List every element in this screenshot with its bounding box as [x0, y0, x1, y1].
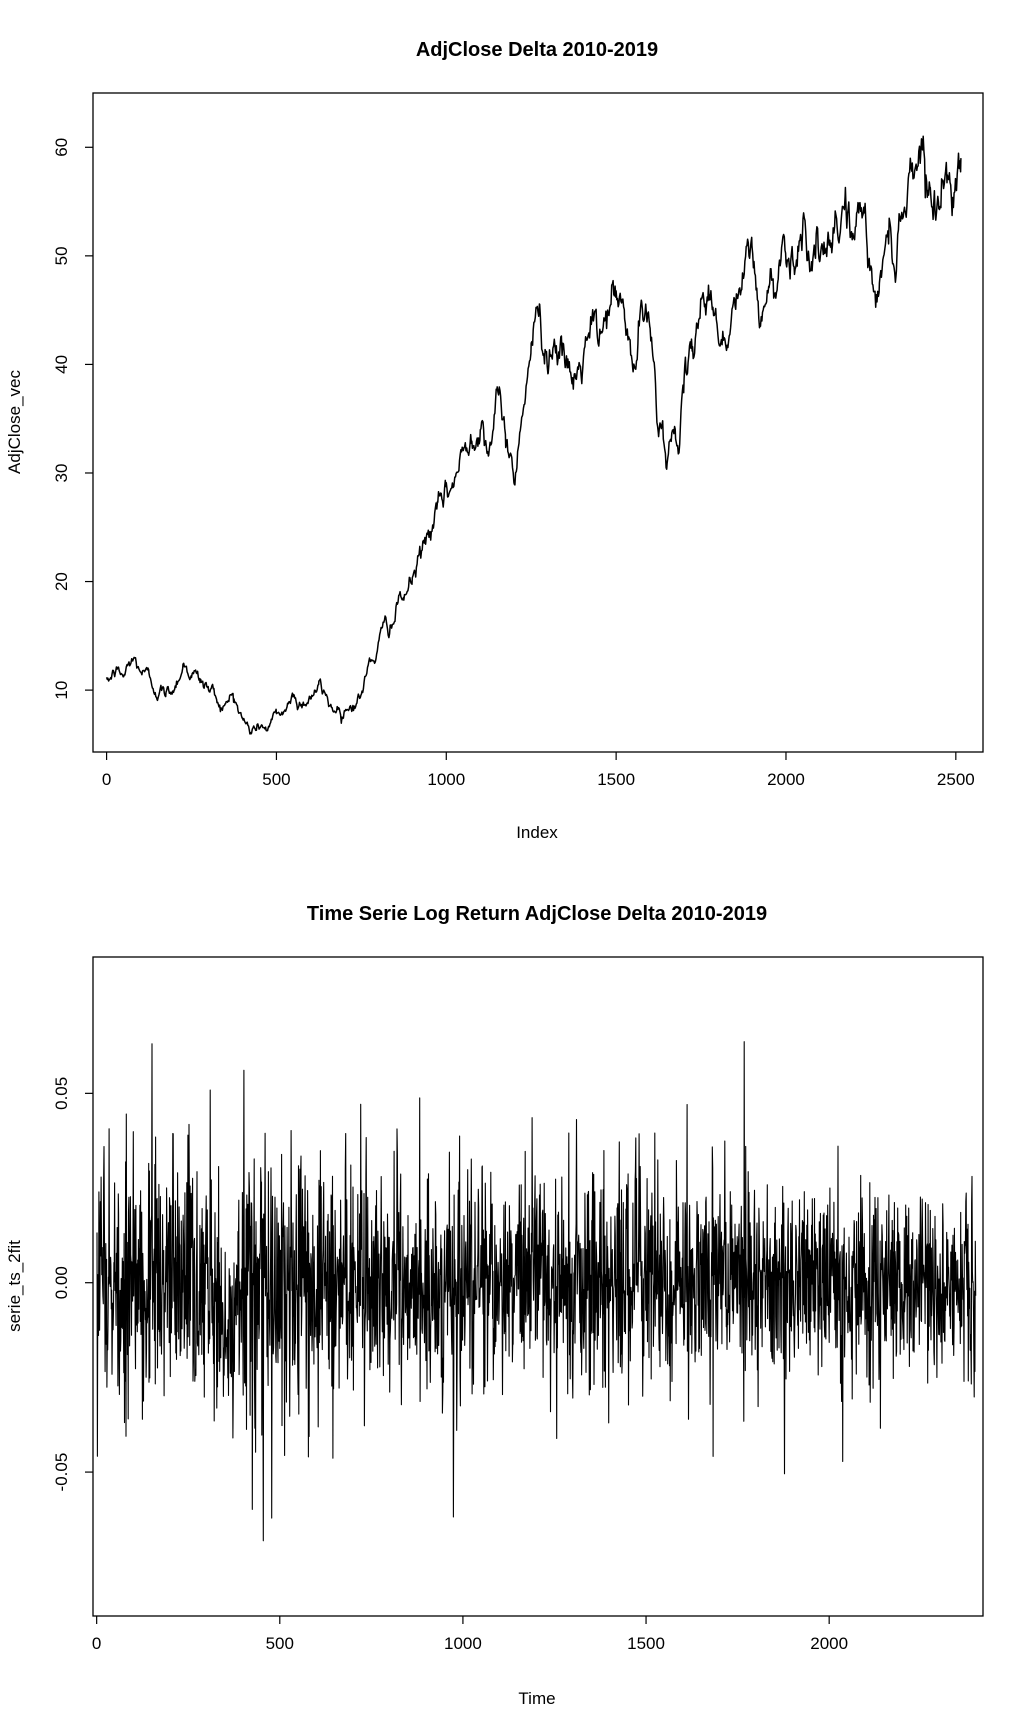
x-tick-label: 1500: [627, 1634, 665, 1653]
x-tick-label: 2000: [767, 770, 805, 789]
y-tick-label: 40: [52, 355, 71, 374]
y-tick-label: 20: [52, 572, 71, 591]
y-tick-label: 30: [52, 464, 71, 483]
y-tick-label: 50: [52, 246, 71, 265]
x-tick-label: 1000: [427, 770, 465, 789]
plot-frame: [92, 956, 984, 1617]
y-axis: 10 20 30 40 50 60: [52, 138, 93, 700]
series-line: [96, 1041, 977, 1542]
x-tick-label: 500: [262, 770, 290, 789]
chart-title: Time Serie Log Return AdjClose Delta 201…: [307, 903, 767, 925]
x-tick-label: 500: [266, 1634, 294, 1653]
plot-frame: [92, 92, 984, 753]
y-axis-label: AdjClose_vec: [5, 370, 24, 474]
chart-log-return-svg: Time Serie Log Return AdjClose Delta 201…: [5, 903, 984, 1708]
x-tick-label: 2000: [810, 1634, 848, 1653]
x-axis: 0 500 1000 1500 2000 2500: [102, 752, 975, 789]
y-tick-label: 0.05: [52, 1077, 71, 1110]
series-line: [105, 135, 962, 735]
chart-adjclose-svg: AdjClose Delta 2010-2019 0 500 1000 1500 200…: [5, 39, 984, 842]
x-tick-label: 0: [102, 770, 111, 789]
x-tick-label: 1500: [597, 770, 635, 789]
x-axis-label: Time: [518, 1689, 555, 1708]
y-axis: -0.05 0.00 0.05: [52, 1077, 93, 1492]
y-axis-label: serie_ts_2fit: [5, 1240, 24, 1332]
x-tick-label: 0: [92, 1634, 101, 1653]
y-tick-label: 0.00: [52, 1266, 71, 1299]
x-axis: 0 500 1000 1500 2000: [92, 1616, 848, 1653]
chart-log-return: Time Serie Log Return AdjClose Delta 201…: [0, 864, 1028, 1728]
x-tick-label: 1000: [444, 1634, 482, 1653]
y-tick-label: 10: [52, 681, 71, 700]
chart-adjclose: AdjClose Delta 2010-2019 0 500 1000 1500 200…: [5, 39, 984, 842]
y-tick-label: 60: [52, 138, 71, 157]
x-tick-label: 2500: [937, 770, 975, 789]
y-tick-label: -0.05: [52, 1453, 71, 1492]
chart-title: AdjClose Delta 2010-2019: [416, 39, 658, 61]
x-axis-label: Index: [516, 823, 558, 842]
